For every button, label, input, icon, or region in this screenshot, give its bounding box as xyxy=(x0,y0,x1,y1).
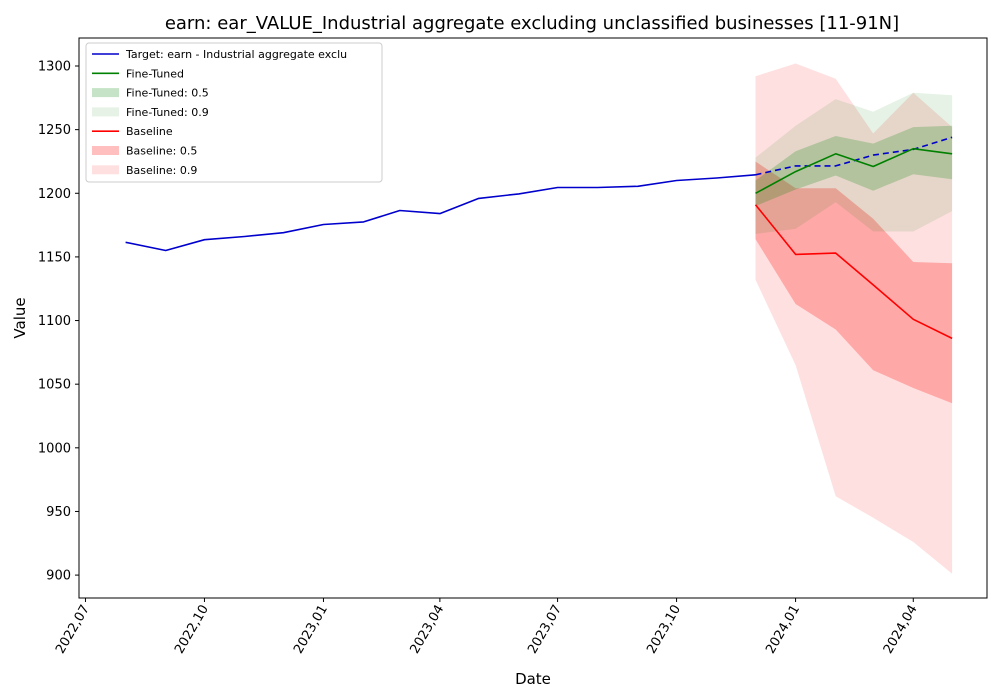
fine-tuned-0.5-band xyxy=(755,125,953,206)
y-tick-label: 950 xyxy=(46,505,71,520)
y-tick-label: 1000 xyxy=(38,441,71,456)
legend-target-label: Target: earn - Industrial aggregate excl… xyxy=(125,48,347,61)
legend-baseline-label: Baseline xyxy=(126,125,173,138)
legend-fine-tuned-0.5-label: Fine-Tuned: 0.5 xyxy=(126,87,209,100)
y-tick-label: 1200 xyxy=(38,187,71,202)
legend: Target: earn - Industrial aggregate excl… xyxy=(85,42,383,183)
y-axis: 900 950 1000 1050 1100 1150 1200 1250 1300 xyxy=(38,60,79,584)
legend-baseline-0.9-label: Baseline: 0.9 xyxy=(126,164,197,177)
series-lines xyxy=(125,136,953,340)
y-tick-label: 1300 xyxy=(38,60,71,75)
legend-fine-tuned-0.5-swatch xyxy=(92,88,119,98)
y-tick-label: 1100 xyxy=(38,314,71,329)
chart-title: earn: ear_VALUE_Industrial aggregate exc… xyxy=(165,13,899,34)
plot-frame xyxy=(78,37,988,599)
y-tick-label: 900 xyxy=(46,569,71,584)
legend-fine-tuned-0.9-swatch xyxy=(92,107,119,117)
y-tick-label: 1050 xyxy=(38,378,71,393)
legend-baseline-0.5-swatch xyxy=(92,146,119,155)
baseline-0.9-band xyxy=(755,63,953,574)
legend-box xyxy=(85,42,383,183)
fine-tuned-0.9-band xyxy=(755,92,953,234)
legend-fine-tuned-label: Fine-Tuned xyxy=(126,67,184,80)
legend-fine-tuned-0.9-label: Fine-Tuned: 0.9 xyxy=(126,106,209,119)
baseline-line xyxy=(754,204,953,340)
forecast-bands xyxy=(755,63,953,574)
y-axis-title: Value xyxy=(11,297,29,338)
x-axis-title: Date xyxy=(515,670,551,688)
fine-tuned-line xyxy=(755,147,953,195)
y-tick-label: 1150 xyxy=(38,250,71,265)
target-history-line xyxy=(125,174,756,252)
legend-baseline-0.5-label: Baseline: 0.5 xyxy=(126,145,197,158)
baseline-0.5-band xyxy=(755,161,953,404)
legend-baseline-0.9-swatch xyxy=(92,165,119,175)
y-tick-label: 1250 xyxy=(38,123,71,138)
